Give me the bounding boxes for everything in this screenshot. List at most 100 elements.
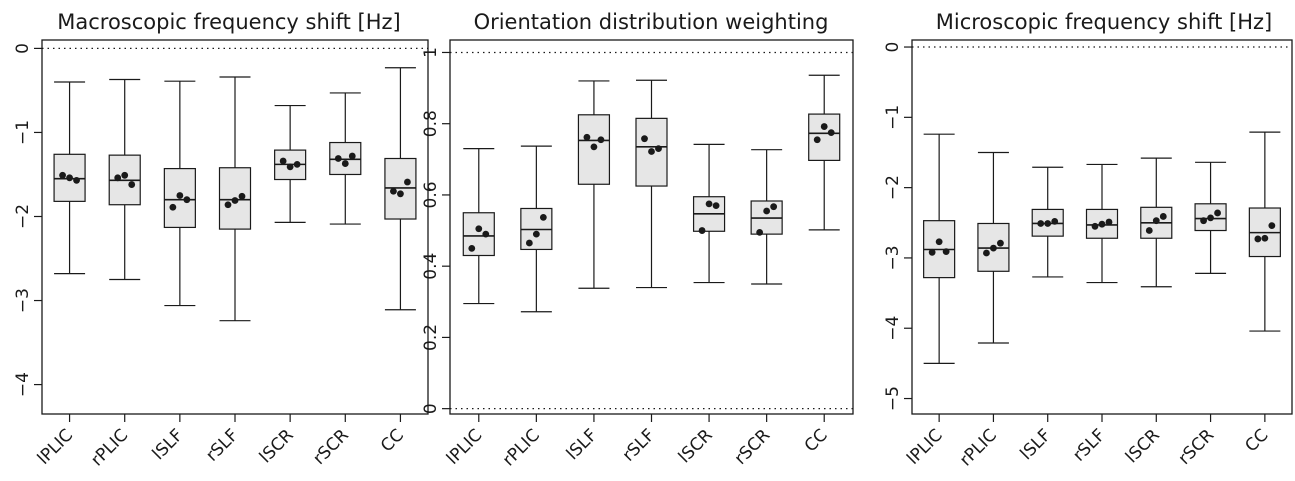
data-point <box>936 238 943 245</box>
data-point <box>1200 217 1207 224</box>
data-point <box>390 188 397 195</box>
box-rplic <box>521 146 552 312</box>
box-rplic <box>109 80 140 280</box>
data-point <box>468 245 475 252</box>
data-point <box>114 174 121 181</box>
data-point <box>404 179 411 186</box>
y-tick-label: 0.2 <box>421 324 441 351</box>
data-point <box>1037 220 1044 227</box>
box-rscr <box>751 150 782 284</box>
data-point <box>584 134 591 141</box>
chart-title: Microscopic frequency shift [Hz] <box>936 10 1272 34</box>
iqr-box <box>385 159 416 220</box>
data-point <box>655 145 662 152</box>
data-point <box>821 123 828 130</box>
x-tick-label: rSLF <box>202 425 242 465</box>
chart-title: Orientation distribution weighting <box>474 10 829 34</box>
box-lscr <box>275 106 306 223</box>
y-tick-label: −5 <box>883 386 903 411</box>
data-point <box>342 160 349 167</box>
iqr-box <box>463 213 494 256</box>
data-point <box>1160 213 1167 220</box>
data-point <box>1214 210 1221 217</box>
x-tick-label: rSLF <box>619 425 659 465</box>
x-tick-label: lSLF <box>149 425 188 464</box>
data-point <box>183 196 190 203</box>
data-point <box>1051 218 1058 225</box>
x-tick-label: rSCR <box>1175 425 1219 469</box>
x-tick-label: rSCR <box>309 425 353 469</box>
data-point <box>540 214 547 221</box>
y-tick-label: −2 <box>13 204 33 229</box>
y-tick-label: −4 <box>13 372 33 397</box>
data-point <box>1044 220 1051 227</box>
x-tick-label: lSCR <box>256 425 298 467</box>
x-tick-label: CC <box>1241 425 1272 456</box>
box-cc <box>1249 132 1280 331</box>
y-tick-label: 1 <box>421 47 441 58</box>
box-lplic <box>463 149 494 304</box>
data-point <box>1261 235 1268 242</box>
data-point <box>397 190 404 197</box>
data-point <box>482 231 489 238</box>
data-point <box>929 249 936 256</box>
data-point <box>699 227 706 234</box>
x-tick-label: CC <box>377 425 408 456</box>
box-rslf <box>220 77 251 321</box>
data-point <box>943 248 950 255</box>
x-tick-label: rSCR <box>731 425 775 469</box>
y-tick-label: 0 <box>883 42 903 53</box>
box-rslf <box>636 80 667 287</box>
data-point <box>814 136 821 143</box>
box-lslf <box>1032 167 1063 277</box>
y-tick-label: 0.8 <box>421 110 441 137</box>
y-tick-label: −3 <box>883 245 903 270</box>
data-point <box>1153 217 1160 224</box>
y-tick-label: −2 <box>883 175 903 200</box>
x-tick-label: CC <box>801 425 832 456</box>
box-lscr <box>694 144 725 282</box>
data-point <box>706 200 713 207</box>
iqr-box <box>330 143 361 175</box>
data-point <box>239 193 246 200</box>
y-tick-label: −4 <box>883 316 903 341</box>
data-point <box>1207 214 1214 221</box>
data-point <box>335 155 342 162</box>
x-tick-label: lSLF <box>563 425 602 464</box>
chart-title: Macroscopic frequency shift [Hz] <box>57 10 401 34</box>
data-point <box>648 148 655 155</box>
box-rscr <box>330 93 361 224</box>
x-tick-label: rPLIC <box>956 425 1001 470</box>
data-point <box>349 153 356 160</box>
data-point <box>1268 222 1275 229</box>
y-tick-label: 0.4 <box>421 253 441 280</box>
data-point <box>169 204 176 211</box>
y-tick-label: 0 <box>13 43 33 54</box>
box-lplic <box>924 134 955 363</box>
panel-orientation-distribution-weighting: Orientation distribution weighting 0 0.2 0.… <box>421 10 853 470</box>
x-tick-label: lSLF <box>1017 425 1056 464</box>
data-point <box>280 158 287 165</box>
data-point <box>128 181 135 188</box>
data-point <box>763 208 770 215</box>
data-point <box>713 202 720 209</box>
data-point <box>1254 236 1261 243</box>
data-point <box>526 240 533 247</box>
data-point <box>121 172 128 179</box>
data-point <box>294 161 301 168</box>
box-lplic <box>54 82 85 274</box>
data-point <box>770 203 777 210</box>
x-tick-label: rPLIC <box>87 425 132 470</box>
panel-microscopic-frequency-shift: Microscopic frequency shift [Hz] 0 −1 −2 −3 −… <box>883 10 1292 470</box>
y-tick-label: −3 <box>13 288 33 313</box>
box-rslf <box>1087 164 1118 282</box>
data-point <box>598 136 605 143</box>
data-point <box>983 250 990 257</box>
data-point <box>1099 221 1106 228</box>
box-rplic <box>978 152 1009 343</box>
panel-macroscopic-frequency-shift: Macroscopic frequency shift [Hz] 0 −1 −2 −3 −… <box>13 10 428 470</box>
data-point <box>997 240 1004 247</box>
data-point <box>591 143 598 150</box>
data-point <box>828 129 835 136</box>
iqr-box <box>809 114 840 160</box>
